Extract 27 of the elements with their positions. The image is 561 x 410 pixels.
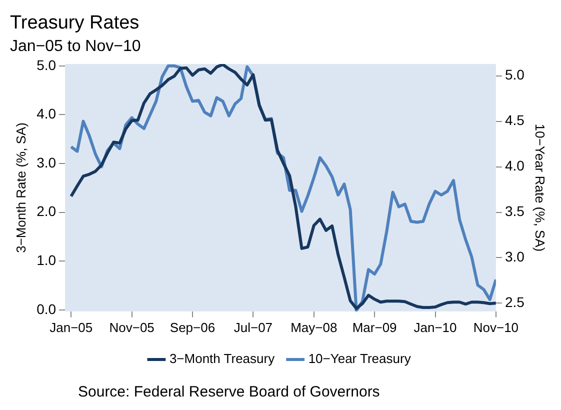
- chart-subtitle: Jan−05 to Nov−10: [10, 38, 141, 55]
- y-tick-label: 5.0: [36, 56, 56, 73]
- source-note: Source: Federal Reserve Board of Governors: [78, 384, 380, 401]
- x-tick-label: Jan−05: [50, 320, 93, 335]
- x-tick-label: Sep−06: [170, 320, 216, 335]
- legend-label: 10−Year Treasury: [308, 351, 412, 366]
- y-tick-label: 3.0: [36, 154, 56, 170]
- y-tick-label: 1.0: [36, 252, 56, 268]
- y2-axis-title: 10−Year Rate (%, SA): [532, 124, 548, 252]
- y-axis-title: 3−Month Rate (%, SA): [13, 122, 28, 253]
- y2-tick-label: 5.0: [504, 66, 525, 83]
- y2-tick-label: 3.0: [504, 248, 525, 265]
- y-tick-label: 2.0: [36, 203, 56, 220]
- y2-tick-label: 4.0: [504, 158, 525, 174]
- y2-tick-label: 3.5: [504, 203, 525, 220]
- y-tick-label: 4.0: [36, 106, 56, 122]
- y-tick-label: 0.0: [36, 300, 56, 317]
- x-tick-label: May−08: [290, 320, 338, 335]
- legend-label: 3−Month Treasury: [169, 351, 276, 366]
- y2-tick-label: 2.5: [504, 294, 525, 310]
- x-tick-label: Jan−10: [414, 320, 457, 335]
- chart-title: Treasury Rates: [10, 12, 140, 34]
- x-tick-label: Mar−09: [352, 320, 397, 335]
- x-tick-label: Nov−05: [109, 320, 154, 335]
- x-tick-label: Nov−10: [473, 320, 519, 335]
- x-tick-label: Jul−07: [234, 320, 273, 335]
- y2-tick-label: 4.5: [504, 112, 525, 128]
